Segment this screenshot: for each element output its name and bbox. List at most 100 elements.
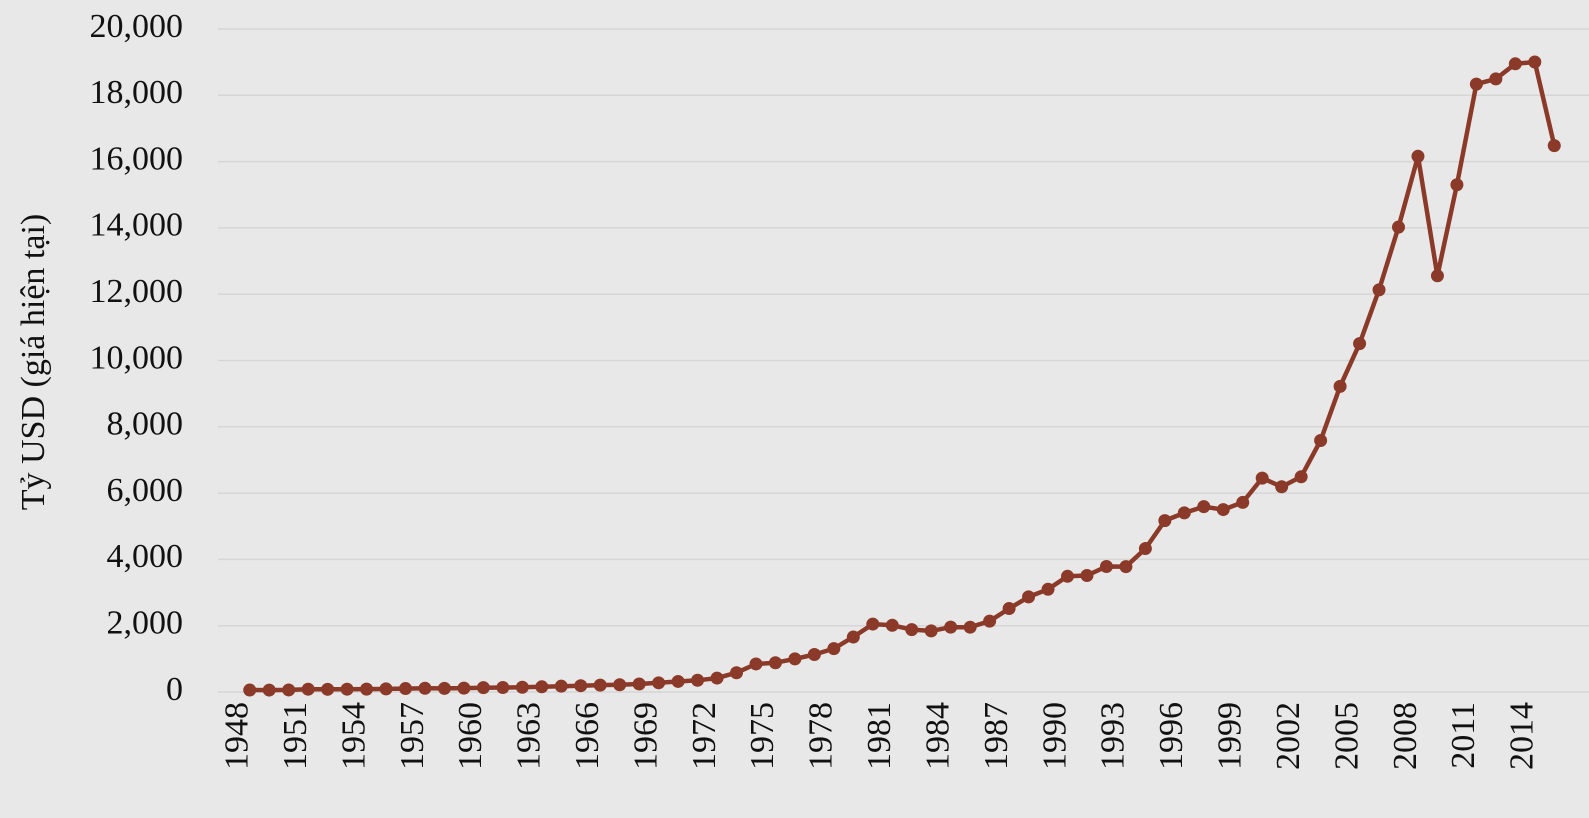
x-tick-label: 2002 — [1270, 702, 1307, 770]
marker — [1392, 220, 1405, 234]
marker — [866, 617, 880, 631]
x-tick-label: 1972 — [686, 702, 723, 770]
marker — [515, 680, 529, 694]
marker — [593, 678, 607, 692]
marker — [340, 682, 354, 696]
marker — [1138, 542, 1152, 556]
marker — [1275, 480, 1289, 494]
marker — [1119, 560, 1133, 574]
marker — [710, 671, 724, 685]
marker — [496, 680, 510, 694]
x-tick-label: 1999 — [1212, 702, 1249, 770]
marker — [1411, 149, 1425, 163]
marker — [944, 620, 958, 634]
marker — [1158, 514, 1172, 528]
y-axis-label: Tỷ USD (giá hiện tại) — [15, 214, 52, 511]
marker — [1061, 569, 1074, 583]
x-tick-label: 1984 — [919, 702, 956, 770]
marker — [1080, 568, 1094, 582]
marker — [768, 656, 782, 670]
x-tick-label: 1981 — [861, 702, 898, 770]
marker — [535, 680, 549, 694]
marker — [788, 652, 802, 666]
marker — [613, 678, 627, 692]
marker — [749, 657, 763, 671]
marker — [1528, 55, 1542, 69]
marker — [730, 666, 743, 680]
y-tick-label: 14,000 — [90, 207, 184, 244]
marker — [983, 614, 997, 628]
marker — [1430, 269, 1444, 283]
marker — [1216, 503, 1230, 517]
x-tick-label: 1975 — [744, 702, 781, 770]
x-tick-label: 1951 — [277, 702, 314, 770]
marker — [360, 682, 374, 696]
marker — [1177, 506, 1191, 520]
marker — [963, 620, 977, 634]
x-tick-label: 1990 — [1036, 702, 1073, 770]
marker — [457, 681, 471, 695]
marker — [554, 679, 568, 693]
x-tick-label: 1954 — [335, 702, 372, 770]
x-tick-label: 1957 — [394, 702, 431, 770]
marker — [476, 681, 490, 695]
marker — [1333, 379, 1347, 393]
marker — [1294, 470, 1308, 484]
marker — [632, 677, 646, 691]
y-tick-label: 20,000 — [90, 8, 184, 45]
y-tick-label: 16,000 — [90, 140, 184, 177]
x-tick-label: 1966 — [569, 702, 606, 770]
y-tick-label: 2,000 — [107, 604, 184, 641]
marker — [885, 618, 899, 632]
marker — [924, 624, 938, 638]
x-tick-label: 2005 — [1328, 702, 1365, 770]
marker — [1353, 337, 1367, 351]
x-tick-label: 1969 — [627, 702, 664, 770]
x-tick-label: 2008 — [1387, 702, 1424, 770]
marker — [301, 682, 315, 696]
marker — [1314, 434, 1328, 448]
marker — [807, 647, 821, 661]
marker — [282, 683, 296, 697]
x-tick-label: 1996 — [1153, 702, 1190, 770]
y-tick-label: 18,000 — [90, 74, 184, 111]
x-tick-label: 1993 — [1095, 702, 1132, 770]
marker — [243, 683, 257, 697]
marker — [691, 673, 705, 687]
marker — [1372, 283, 1386, 297]
marker — [1508, 57, 1522, 71]
x-tick-label: 1987 — [978, 702, 1015, 770]
y-tick-label: 0 — [166, 671, 183, 708]
y-tick-label: 10,000 — [90, 339, 184, 376]
marker — [1469, 77, 1483, 91]
marker — [1197, 500, 1211, 514]
marker — [262, 683, 276, 697]
marker — [671, 674, 685, 688]
marker — [1022, 590, 1036, 604]
marker — [905, 623, 919, 637]
y-tick-label: 4,000 — [107, 538, 184, 575]
marker — [399, 682, 412, 696]
marker — [827, 642, 841, 656]
x-tick-label: 2014 — [1504, 702, 1541, 770]
marker — [1547, 139, 1561, 153]
marker — [1489, 72, 1503, 86]
marker — [1099, 559, 1113, 573]
marker — [574, 679, 588, 693]
marker — [379, 682, 393, 696]
x-tick-label: 1963 — [511, 702, 548, 770]
x-tick-label: 2011 — [1445, 702, 1482, 769]
x-tick-label: 1960 — [452, 702, 489, 770]
marker — [1041, 582, 1055, 596]
marker — [652, 676, 666, 690]
marker — [846, 630, 860, 644]
x-tick-label: 1978 — [803, 702, 840, 770]
y-tick-label: 6,000 — [107, 472, 184, 509]
y-tick-label: 12,000 — [90, 273, 184, 310]
marker — [1450, 178, 1464, 192]
y-tick-label: 8,000 — [107, 406, 184, 443]
x-tick-label: 1948 — [219, 702, 256, 770]
marker — [437, 681, 451, 695]
